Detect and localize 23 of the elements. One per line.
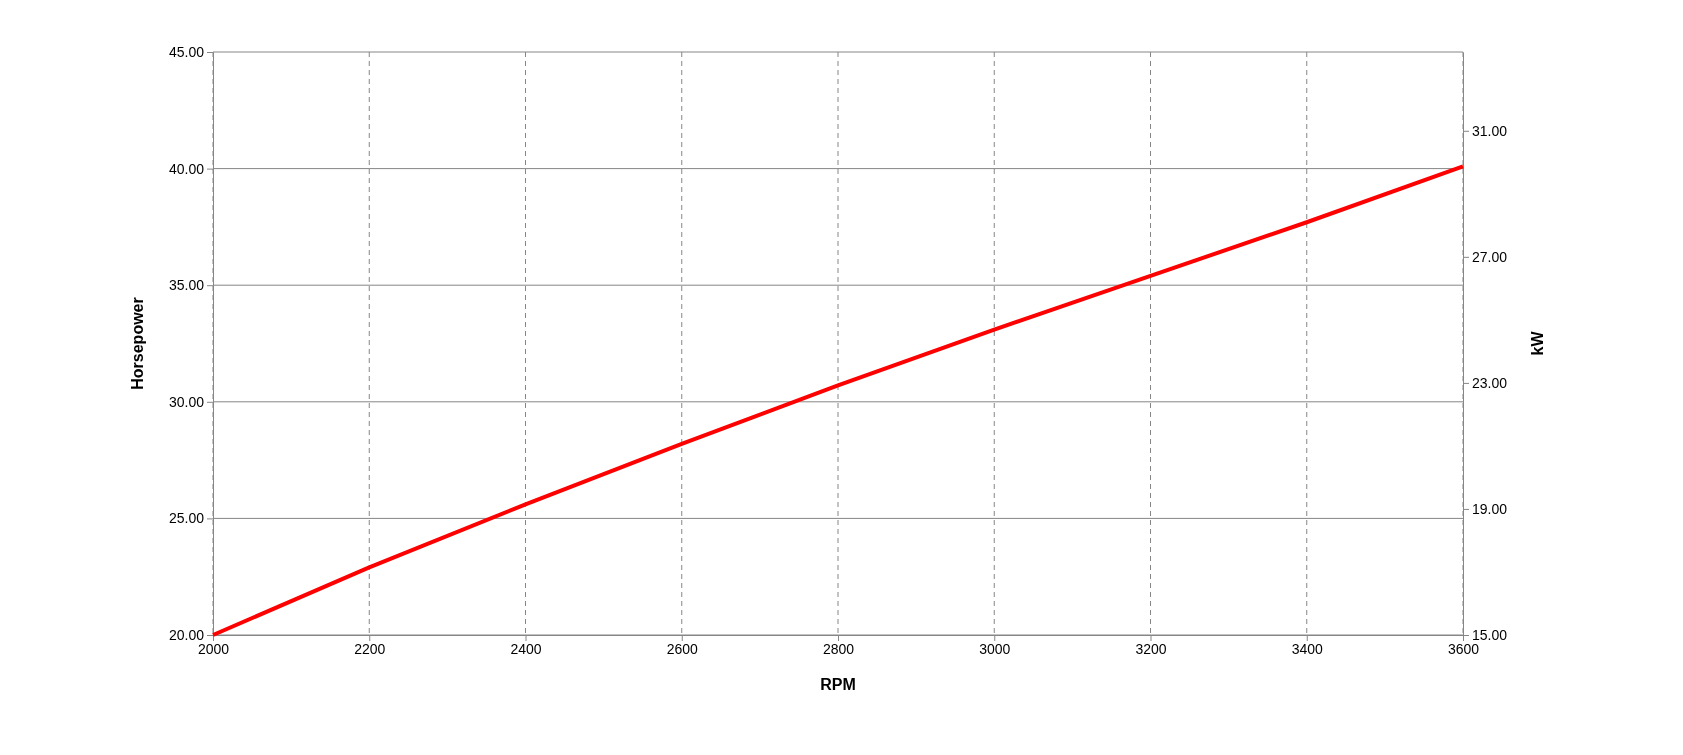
y-tick-label: 25.00 [168,510,205,527]
x-tick-label: 2400 [510,640,542,657]
x-tick-label: 2600 [666,640,699,657]
x-tick-label: 3000 [979,640,1011,657]
x-tick-label: 3400 [1291,640,1324,657]
y2-tick-label: 23.00 [1472,374,1508,391]
x-tick-label: 3600 [1447,640,1480,657]
y-tick-label: 20.00 [168,626,205,643]
y2-axis-title: kW [1529,330,1546,356]
x-tick-label: 2200 [354,640,386,657]
y-tick-label: 40.00 [168,160,205,177]
x-tick-label: 2800 [822,640,855,657]
y2-tick-label: 15.00 [1472,626,1508,643]
x-axis-title: RPM [820,676,856,693]
y-tick-label: 45.00 [168,43,205,60]
y2-tick-label: 19.00 [1472,500,1508,517]
y-tick-label: 30.00 [168,393,205,410]
y2-tick-label: 31.00 [1472,122,1508,139]
x-tick-label: 2000 [197,640,230,657]
y-tick-label: 35.00 [168,277,205,294]
y2-tick-label: 27.00 [1472,248,1508,265]
x-tick-label: 3200 [1135,640,1167,657]
y-axis-title: Horsepower [129,297,146,390]
